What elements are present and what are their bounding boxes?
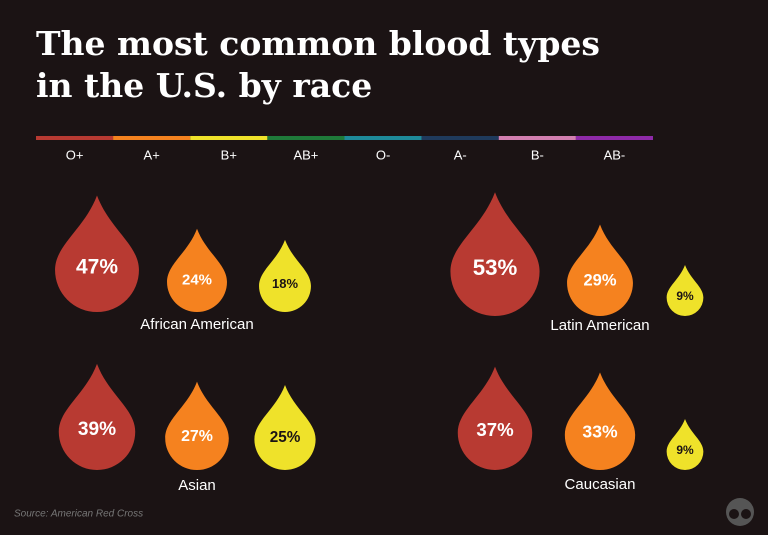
value-label: 29% xyxy=(584,272,617,290)
legend-swatch xyxy=(36,136,114,140)
drop xyxy=(55,195,139,313)
legend-swatch xyxy=(575,136,653,140)
drop xyxy=(666,419,704,471)
panel-title: Latin American xyxy=(550,317,649,334)
drop xyxy=(564,372,636,470)
value-label: 24% xyxy=(182,271,212,288)
legend-label: O- xyxy=(376,147,390,162)
value-label: 39% xyxy=(78,419,116,440)
drop xyxy=(666,265,704,317)
legend-label: AB- xyxy=(604,147,626,162)
title-line: in the U.S. by race xyxy=(36,66,372,105)
value-label: 53% xyxy=(473,255,518,280)
legend-label: AB+ xyxy=(293,147,318,162)
drop xyxy=(450,192,540,317)
value-label: 47% xyxy=(76,255,118,278)
value-label: 9% xyxy=(676,443,694,457)
drop xyxy=(167,228,227,312)
legend-label: B- xyxy=(531,147,544,162)
legend-label: O+ xyxy=(66,147,84,162)
legend-swatch xyxy=(190,136,268,140)
panel-title: Asian xyxy=(178,477,216,494)
logo xyxy=(726,498,754,526)
value-label: 25% xyxy=(270,429,301,446)
panel-title: Caucasian xyxy=(565,476,636,493)
panel-title: African American xyxy=(140,316,253,333)
source: Source: American Red Cross xyxy=(14,509,143,520)
drop xyxy=(165,381,229,471)
drop xyxy=(259,239,311,312)
legend-swatch xyxy=(344,136,422,140)
drop xyxy=(567,224,633,316)
title-line: The most common blood types xyxy=(36,24,600,63)
legend-swatch xyxy=(267,136,345,140)
value-label: 37% xyxy=(476,419,514,440)
value-label: 33% xyxy=(582,422,618,442)
drop xyxy=(58,363,136,470)
drop xyxy=(254,385,316,470)
legend-swatch xyxy=(113,136,191,140)
legend-swatch xyxy=(498,136,576,140)
value-label: 18% xyxy=(272,276,298,291)
legend-swatch xyxy=(421,136,499,140)
value-label: 27% xyxy=(181,428,213,445)
value-label: 9% xyxy=(676,289,694,303)
legend-label: A+ xyxy=(144,147,160,162)
legend-label: B+ xyxy=(221,147,237,162)
drop xyxy=(457,366,533,470)
legend-label: A- xyxy=(454,147,467,162)
